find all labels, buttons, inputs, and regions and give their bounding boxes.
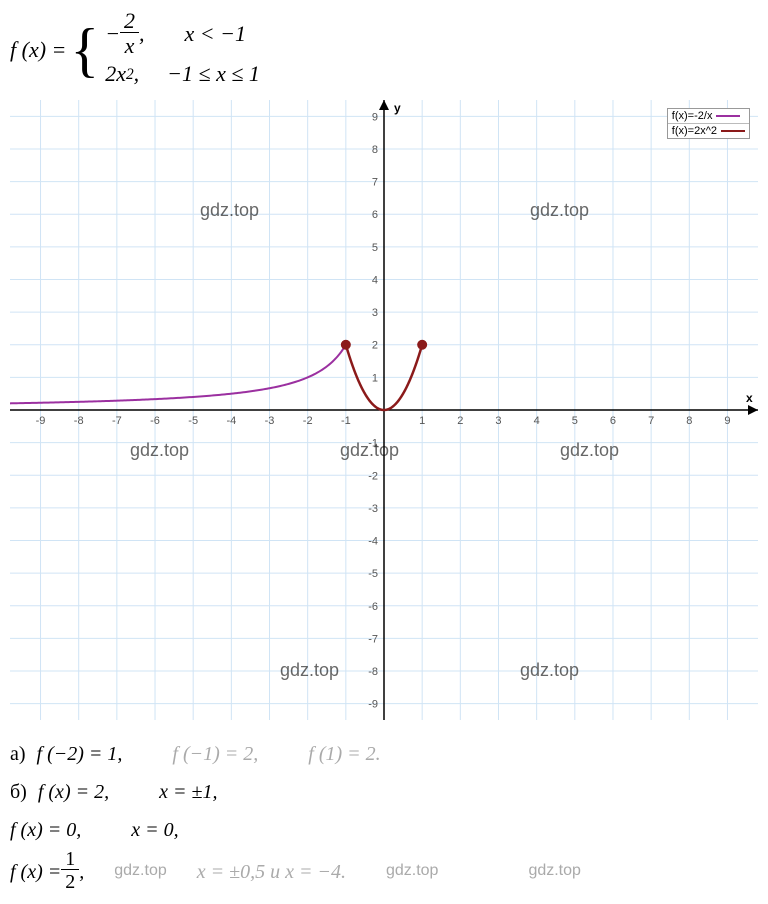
answer-b-1: б) f (x) = 2, x = ±1, <box>10 773 758 811</box>
case-1: − 2 x , x < −1 <box>105 10 260 59</box>
svg-text:2: 2 <box>457 415 463 427</box>
svg-text:-2: -2 <box>368 470 378 482</box>
b1-lhs: f (x) = 2, <box>38 781 109 803</box>
legend-row-1: f(x)=-2/x <box>668 109 749 124</box>
cond-2: −1 ≤ x ≤ 1 <box>167 59 260 90</box>
svg-text:4: 4 <box>372 275 378 287</box>
den: x <box>121 33 139 59</box>
svg-text:-6: -6 <box>150 415 160 427</box>
fraction-1: 2 x <box>120 10 139 59</box>
a-item-1: f (−1) = 2, <box>172 735 258 773</box>
svg-text:-8: -8 <box>368 666 378 678</box>
case-2: 2x2 , −1 ≤ x ≤ 1 <box>105 59 260 90</box>
b1-content: б) f (x) = 2, <box>10 773 109 811</box>
cases: − 2 x , x < −1 2x2 , −1 ≤ x ≤ 1 <box>105 10 260 90</box>
answer-b-3: f (x) = 1 2 , gdz.top x = ±0,5 и x = −4.… <box>10 849 758 894</box>
num: 1 <box>61 849 79 870</box>
brace: { <box>70 20 99 80</box>
b3-comma: , <box>79 853 84 891</box>
svg-text:9: 9 <box>724 415 730 427</box>
answer-b-2: f (x) = 0, x = 0, <box>10 811 758 849</box>
svg-text:6: 6 <box>372 209 378 221</box>
svg-text:y: y <box>394 101 401 115</box>
num: 2 <box>120 10 139 33</box>
legend-label-1: f(x)=-2/x <box>672 110 713 122</box>
svg-text:-1: -1 <box>341 415 351 427</box>
svg-text:2: 2 <box>372 340 378 352</box>
neg-sign: − <box>105 19 120 50</box>
svg-text:-3: -3 <box>265 415 275 427</box>
svg-text:4: 4 <box>534 415 540 427</box>
b3-ans: x = ±0,5 и x = −4. <box>197 853 346 891</box>
svg-text:-9: -9 <box>36 415 46 427</box>
comma: , <box>134 59 140 90</box>
svg-text:8: 8 <box>686 415 692 427</box>
chart-svg: -9 -8 -7 -6 -5 -4 -3 -2 -1 1 2 3 4 5 6 7 8 9 -9 -8 -7 -6 -5 -4 -… <box>10 100 758 720</box>
svg-text:-2: -2 <box>303 415 313 427</box>
svg-text:9: 9 <box>372 112 378 124</box>
svg-text:-4: -4 <box>226 415 236 427</box>
formula-lhs: f (x) = <box>10 37 66 63</box>
svg-text:-4: -4 <box>368 536 378 548</box>
chart-container: -9 -8 -7 -6 -5 -4 -3 -2 -1 1 2 3 4 5 6 7 8 9 -9 -8 -7 -6 -5 -4 -… <box>10 100 758 725</box>
b3-lhs: f (x) = <box>10 853 61 891</box>
case2-expr: 2x <box>105 59 126 90</box>
answer-a-content: а) f (−2) = 1, <box>10 735 122 773</box>
fraction-half: 1 2 <box>61 849 79 894</box>
svg-text:3: 3 <box>495 415 501 427</box>
svg-text:7: 7 <box>372 177 378 189</box>
svg-text:-8: -8 <box>74 415 84 427</box>
svg-text:3: 3 <box>372 307 378 319</box>
svg-text:8: 8 <box>372 144 378 156</box>
answer-a: а) f (−2) = 1, f (−1) = 2, f (1) = 2. <box>10 735 758 773</box>
svg-text:-5: -5 <box>188 415 198 427</box>
a-item-2: f (1) = 2. <box>308 735 380 773</box>
svg-text:5: 5 <box>572 415 578 427</box>
svg-text:-7: -7 <box>368 634 378 646</box>
b1-rhs: x = ±1, <box>159 773 217 811</box>
svg-text:x: x <box>746 391 753 405</box>
svg-text:-6: -6 <box>368 601 378 613</box>
svg-text:-3: -3 <box>368 503 378 515</box>
svg-text:1: 1 <box>419 415 425 427</box>
bw-2: gdz.top <box>528 856 580 886</box>
legend: f(x)=-2/x f(x)=2x^2 <box>667 108 750 139</box>
piecewise-formula: f (x) = { − 2 x , x < −1 2x2 , −1 ≤ x ≤ … <box>10 10 758 90</box>
legend-row-2: f(x)=2x^2 <box>668 124 749 138</box>
svg-text:-7: -7 <box>112 415 122 427</box>
svg-text:6: 6 <box>610 415 616 427</box>
cond-1: x < −1 <box>185 19 246 50</box>
label-b: б) <box>10 781 27 803</box>
svg-text:-1: -1 <box>368 438 378 450</box>
svg-text:1: 1 <box>372 373 378 385</box>
answers-block: а) f (−2) = 1, f (−1) = 2, f (1) = 2. б)… <box>10 735 758 894</box>
b2-rhs: x = 0, <box>131 811 178 849</box>
b3-lhs-wrap: f (x) = 1 2 , <box>10 849 84 894</box>
bw-0: gdz.top <box>114 856 166 886</box>
legend-label-2: f(x)=2x^2 <box>672 125 717 137</box>
svg-text:5: 5 <box>372 242 378 254</box>
comma: , <box>139 19 145 50</box>
legend-swatch-1 <box>716 115 740 117</box>
bw-1: gdz.top <box>386 856 438 886</box>
svg-text:7: 7 <box>648 415 654 427</box>
a-item-0: f (−2) = 1, <box>37 743 123 765</box>
legend-swatch-2 <box>721 130 745 132</box>
case2-sup: 2 <box>126 64 134 86</box>
svg-text:-9: -9 <box>368 699 378 711</box>
b2-lhs: f (x) = 0, <box>10 811 81 849</box>
label-a: а) <box>10 743 26 765</box>
svg-text:-5: -5 <box>368 568 378 580</box>
den: 2 <box>61 870 79 894</box>
